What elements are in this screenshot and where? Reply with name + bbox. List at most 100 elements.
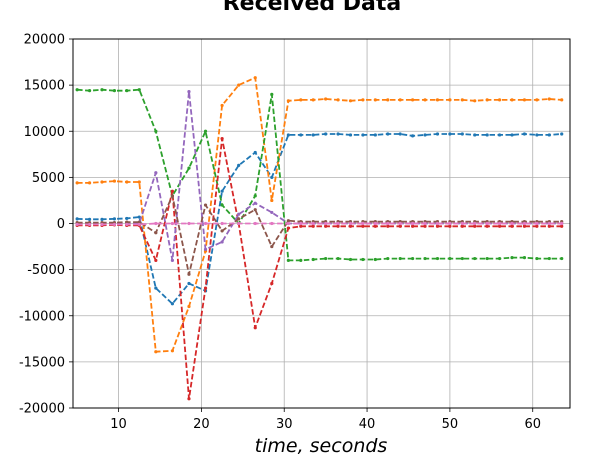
x-tick-label-5: 60 <box>524 417 541 432</box>
data-point-2-1 <box>87 89 92 93</box>
data-point-0-17 <box>324 132 328 136</box>
data-point-5-5 <box>137 220 141 224</box>
data-point-1-28 <box>460 98 464 102</box>
data-point-5-8 <box>187 272 191 276</box>
data-point-6-9 <box>203 221 208 226</box>
data-point-4-12 <box>253 201 257 205</box>
data-point-3-7 <box>170 189 174 193</box>
data-point-1-22 <box>386 98 390 102</box>
data-point-0-18 <box>336 132 340 136</box>
data-point-3-29 <box>473 224 477 228</box>
data-point-5-7 <box>170 194 174 198</box>
data-point-6-8 <box>187 221 191 226</box>
data-point-6-35 <box>547 221 551 226</box>
data-point-2-24 <box>411 256 415 261</box>
data-point-3-25 <box>423 224 427 228</box>
data-point-1-18 <box>336 98 340 102</box>
data-point-1-25 <box>423 98 427 102</box>
data-point-0-1 <box>87 217 92 221</box>
data-point-3-15 <box>299 224 303 228</box>
data-point-3-28 <box>460 224 464 228</box>
data-point-2-3 <box>112 89 117 93</box>
data-point-0-31 <box>497 133 502 137</box>
data-point-2-9 <box>203 129 208 133</box>
y-tick-label-3: -5000 <box>27 263 65 278</box>
data-point-6-16 <box>311 221 315 226</box>
series-clip-group <box>75 76 564 401</box>
y-tick-label-8: 20000 <box>24 33 65 48</box>
data-point-3-9 <box>203 286 208 290</box>
data-point-6-12 <box>253 221 257 226</box>
data-point-3-21 <box>373 224 377 228</box>
x-tick-label-2: 30 <box>276 417 293 432</box>
data-point-6-5 <box>137 222 141 227</box>
data-point-1-21 <box>373 98 377 102</box>
data-point-3-17 <box>324 224 328 228</box>
data-point-6-27 <box>448 221 452 226</box>
data-point-1-13 <box>270 198 274 203</box>
data-point-2-19 <box>348 257 353 262</box>
data-point-3-16 <box>311 224 315 228</box>
data-point-6-29 <box>473 221 477 226</box>
data-point-2-25 <box>423 256 427 261</box>
data-point-6-26 <box>435 221 440 226</box>
data-point-0-5 <box>137 215 141 219</box>
data-point-3-30 <box>485 224 489 228</box>
data-point-6-17 <box>324 221 328 226</box>
data-point-0-12 <box>253 150 257 155</box>
chart-title: Received Data <box>223 0 402 16</box>
y-tick-label-7: 15000 <box>24 79 65 94</box>
data-point-3-23 <box>398 224 402 228</box>
data-point-2-31 <box>497 256 502 261</box>
data-point-0-27 <box>448 132 452 136</box>
data-point-5-12 <box>253 208 257 212</box>
series-1 <box>75 76 564 354</box>
data-point-4-7 <box>170 258 174 262</box>
data-point-0-13 <box>270 175 274 179</box>
data-point-2-26 <box>435 256 440 261</box>
data-point-1-29 <box>473 99 477 103</box>
data-point-2-17 <box>324 256 328 261</box>
data-point-0-33 <box>522 132 527 136</box>
data-point-5-9 <box>203 203 208 207</box>
data-point-4-10 <box>220 240 224 244</box>
series-3 <box>75 137 564 401</box>
data-point-4-13 <box>270 210 274 215</box>
data-point-0-15 <box>299 133 303 137</box>
data-point-6-31 <box>497 221 502 226</box>
y-tick-label-6: 10000 <box>24 125 65 140</box>
data-point-1-8 <box>187 304 191 309</box>
data-point-1-19 <box>348 99 353 103</box>
data-point-2-29 <box>473 256 477 261</box>
data-point-3-24 <box>411 224 415 228</box>
data-point-2-4 <box>125 89 129 93</box>
data-point-2-10 <box>220 203 224 207</box>
data-point-3-34 <box>535 224 539 228</box>
data-point-0-24 <box>411 134 415 138</box>
series-0 <box>75 132 564 306</box>
data-point-2-12 <box>253 194 257 198</box>
data-point-3-6 <box>154 258 158 262</box>
data-point-6-36 <box>560 221 564 226</box>
data-point-6-11 <box>237 221 241 226</box>
data-point-1-31 <box>497 98 502 102</box>
series-line-0 <box>77 133 562 305</box>
data-point-3-36 <box>560 224 564 228</box>
data-point-1-5 <box>137 180 141 184</box>
data-point-0-14 <box>286 133 290 137</box>
y-tick-label-1: -15000 <box>19 355 65 370</box>
data-point-1-10 <box>220 103 224 108</box>
data-point-6-32 <box>510 221 514 226</box>
data-point-3-14 <box>286 226 290 230</box>
data-point-2-34 <box>535 256 539 261</box>
data-point-6-18 <box>336 221 340 226</box>
series-2 <box>75 88 564 262</box>
data-point-0-34 <box>535 133 539 137</box>
data-point-3-18 <box>336 224 340 228</box>
x-tick-label-4: 50 <box>442 417 459 432</box>
data-point-6-25 <box>423 221 427 226</box>
data-point-0-19 <box>348 133 353 137</box>
data-point-0-25 <box>423 133 427 137</box>
data-point-6-2 <box>100 222 104 227</box>
data-point-2-20 <box>361 257 365 262</box>
